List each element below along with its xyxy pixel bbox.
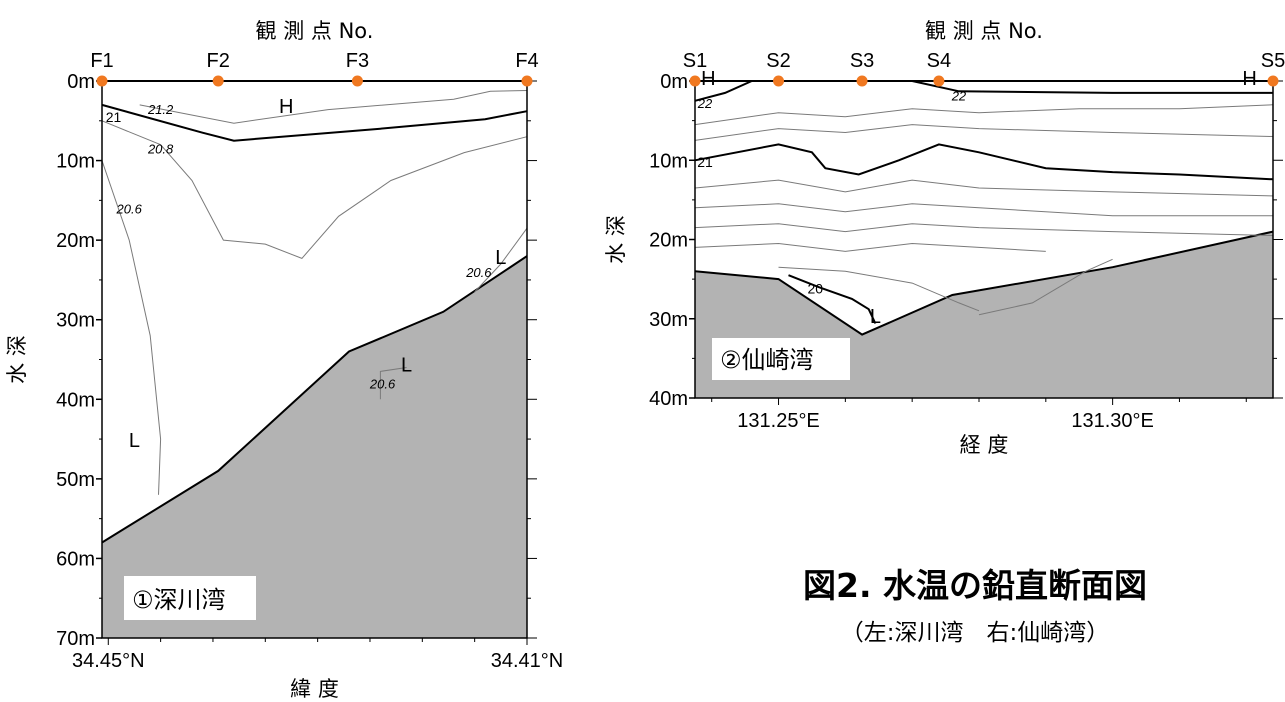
seabed-area [102, 256, 527, 638]
contour-label: 20.6 [116, 201, 143, 216]
site-label: ②仙崎湾 [720, 346, 814, 374]
site-label-box [712, 338, 850, 380]
y-tick-label: 10m [649, 150, 688, 172]
y-tick-label: 60m [56, 548, 95, 570]
station-marker [96, 75, 108, 87]
y-tick-label: 0m [660, 71, 688, 93]
y-tick-label: 10m [56, 151, 95, 173]
contour-label: 22 [951, 88, 967, 103]
isotherm [139, 90, 528, 124]
station-label: S1 [683, 50, 707, 72]
contour-label: 20.6 [369, 376, 396, 391]
x-axis-title: 緯 度 [290, 677, 339, 701]
station-marker [689, 75, 701, 87]
station-label: S4 [927, 50, 951, 72]
isotherm [978, 258, 1113, 316]
extremum-label: H [1242, 68, 1256, 90]
isotherm-heavy [788, 274, 877, 324]
extremum-label: L [129, 430, 140, 452]
y-tick-label: 50m [56, 469, 95, 491]
station-label: F1 [90, 50, 113, 72]
figure-subtitle: （左:深川湾 右:仙崎湾） [841, 620, 1110, 646]
top-axis-title: 観 測 点 No. [925, 19, 1043, 43]
isotherm-heavy [694, 143, 1274, 181]
station-label: S5 [1261, 50, 1285, 72]
station-marker [856, 75, 868, 87]
isotherm [101, 120, 528, 259]
seabed-line [694, 230, 1274, 336]
station-label: S3 [850, 50, 874, 72]
y-tick-label: 20m [56, 230, 95, 252]
isotherm [101, 160, 162, 495]
x-tick-label: 34.45°N [72, 650, 145, 672]
y-tick-label: 30m [649, 309, 688, 331]
isotherm-heavy [101, 103, 528, 142]
isotherm [694, 104, 1274, 126]
isotherm [694, 203, 1273, 217]
x-tick-label: 131.30°E [1071, 410, 1154, 432]
station-marker [1267, 75, 1279, 87]
seabed-line [101, 255, 528, 544]
y-tick-label: 40m [649, 388, 688, 410]
station-label: S2 [766, 50, 790, 72]
contour-label: 21.2 [147, 102, 174, 117]
extremum-label: H [279, 96, 293, 118]
chart-senzaki-bay: 0m 10m 20m 30m 40m 131.25°E 131.30°E S1 S2 S3 S4 S5… [604, 19, 1285, 457]
station-marker [521, 75, 533, 87]
extremum-label: L [401, 354, 412, 376]
site-label-box [124, 576, 256, 620]
isotherm-heavy [694, 80, 753, 102]
contour-label: 22 [697, 96, 713, 111]
y-axis-title: 水 深 [5, 335, 29, 384]
x-axis-title: 経 度 [960, 433, 1009, 457]
contour-label: 20.8 [147, 142, 174, 157]
station-marker [351, 75, 363, 87]
y-tick-label: 0m [67, 71, 95, 93]
contour-label: 21 [697, 154, 713, 170]
y-axis-title: 水 深 [604, 215, 628, 264]
x-tick-label: 131.25°E [737, 410, 820, 432]
isotherm-heavy [911, 80, 1273, 94]
contour-label: 20.6 [465, 265, 492, 280]
station-label: F4 [515, 50, 538, 72]
site-label: ①深川湾 [132, 586, 226, 614]
x-tick-label: 34.41°N [491, 650, 564, 672]
isotherm [694, 223, 1274, 236]
isotherm [694, 242, 1046, 252]
y-tick-label: 20m [649, 230, 688, 252]
station-label: F3 [346, 50, 369, 72]
contour-label: 20 [807, 281, 823, 297]
top-axis-title: 観 測 点 No. [256, 19, 374, 43]
contour-label: 21 [106, 109, 122, 125]
y-tick-label: 40m [56, 389, 95, 411]
isotherm [778, 266, 980, 312]
extremum-label: L [870, 306, 881, 328]
station-marker [933, 75, 945, 87]
station-marker [212, 75, 224, 87]
station-label: F2 [207, 50, 230, 72]
isotherm [474, 227, 528, 293]
y-tick-label: 30m [56, 310, 95, 332]
y-tick-label: 70m [56, 628, 95, 650]
isotherm [379, 367, 407, 400]
station-marker [773, 75, 785, 87]
isotherm [694, 124, 1274, 141]
figure-title: 図2. 水温の鉛直断面図 [803, 566, 1147, 605]
isotherm [694, 179, 1274, 197]
extremum-label: H [701, 68, 715, 90]
extremum-label: L [495, 247, 506, 269]
